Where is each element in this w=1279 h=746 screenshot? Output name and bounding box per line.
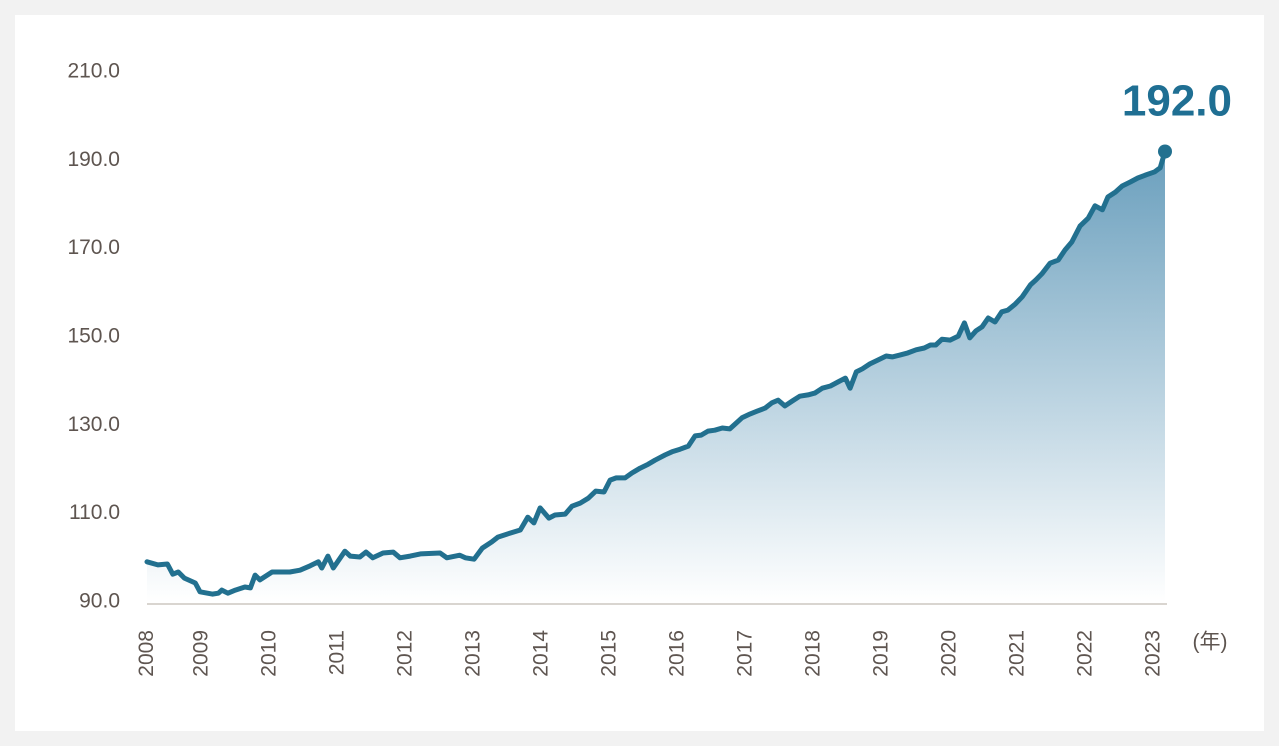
x-tick-label: 2020 — [938, 630, 961, 677]
y-tick-label: 90.0 — [79, 590, 120, 613]
x-unit: (年) — [1193, 631, 1228, 654]
end-label: 192.0 — [1122, 77, 1232, 126]
area — [147, 151, 1165, 602]
x-tick-label: 2015 — [598, 630, 621, 677]
x-tick-label: 2011 — [326, 630, 349, 675]
y-tick-label: 150.0 — [67, 325, 120, 348]
x-tick-label: 2023 — [1142, 630, 1165, 677]
x-tick-label: 2016 — [666, 630, 689, 677]
line — [144, 149, 1168, 597]
x-tick-label: 2018 — [802, 630, 825, 677]
y-tick-label: 110.0 — [69, 501, 120, 524]
x-tick-label: 2009 — [190, 630, 213, 677]
x-tick-label: 2013 — [462, 630, 485, 677]
y-tick-label: 190.0 — [67, 148, 120, 171]
x-tick-label: 2014 — [530, 630, 553, 677]
y-tick-label: 170.0 — [67, 236, 120, 259]
x-tick-label: 2010 — [258, 630, 281, 677]
x-tick-label: 2019 — [870, 630, 893, 677]
x-tick-label: 2021 — [1006, 630, 1029, 677]
x-tick-label: 2022 — [1074, 630, 1097, 677]
x-tick-label: 2008 — [135, 630, 158, 677]
y-tick-label: 210.0 — [67, 60, 120, 83]
end-point — [1158, 144, 1172, 159]
x-tick-label: 2017 — [734, 630, 757, 677]
y-tick-label: 130.0 — [67, 413, 120, 436]
x-tick-label: 2012 — [394, 630, 417, 677]
